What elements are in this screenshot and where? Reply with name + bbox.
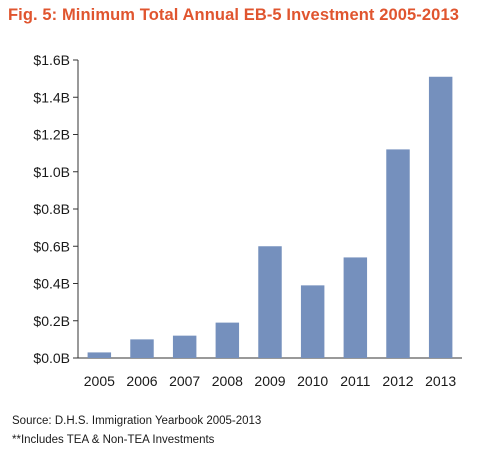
bar-2008 — [215, 322, 240, 358]
y-tick-label: $0.2B — [33, 313, 70, 329]
y-tick-label: $1.6B — [33, 52, 70, 68]
bar-2006 — [130, 339, 154, 358]
y-tick-label: $1.0B — [33, 164, 70, 180]
y-tick-label: $0.6B — [33, 238, 70, 254]
y-axis: $0.0B $0.2B $0.4B $0.6B $0.8B $1.0B $1.2B $1.4B… — [33, 52, 79, 366]
y-tick-label: $1.2B — [33, 127, 70, 143]
bars — [87, 76, 453, 358]
y-tick-label: $0.4B — [33, 276, 70, 292]
bar-2013 — [428, 76, 453, 358]
bar-2009 — [258, 246, 282, 358]
investment-note: **Includes TEA & Non-TEA Investments — [12, 434, 215, 446]
y-tick-label: $0.0B — [33, 350, 70, 366]
y-tick-label: $0.8B — [33, 201, 70, 217]
bar-2005 — [87, 352, 112, 358]
x-tick-label: 2008 — [212, 373, 243, 389]
x-tick-label: 2007 — [169, 373, 200, 389]
bar-2010 — [300, 285, 325, 358]
x-tick-label: 2013 — [425, 373, 456, 389]
x-tick-label: 2009 — [254, 373, 285, 389]
x-axis: 2005 2006 2007 2008 2009 2010 2011 2012 2013 — [78, 357, 462, 389]
bar-2011 — [343, 257, 368, 358]
x-tick-label: 2005 — [84, 373, 115, 389]
x-tick-label: 2010 — [297, 373, 328, 389]
bar-2007 — [172, 335, 197, 358]
x-tick-label: 2011 — [340, 373, 370, 389]
chart-title: Fig. 5: Minimum Total Annual EB-5 Invest… — [8, 6, 459, 24]
bar-2012 — [386, 149, 410, 358]
y-tick-label: $1.4B — [33, 89, 70, 105]
source-note: Source: D.H.S. Immigration Yearbook 2005… — [12, 415, 262, 427]
x-tick-label: 2006 — [126, 373, 157, 389]
x-tick-label: 2012 — [382, 373, 413, 389]
